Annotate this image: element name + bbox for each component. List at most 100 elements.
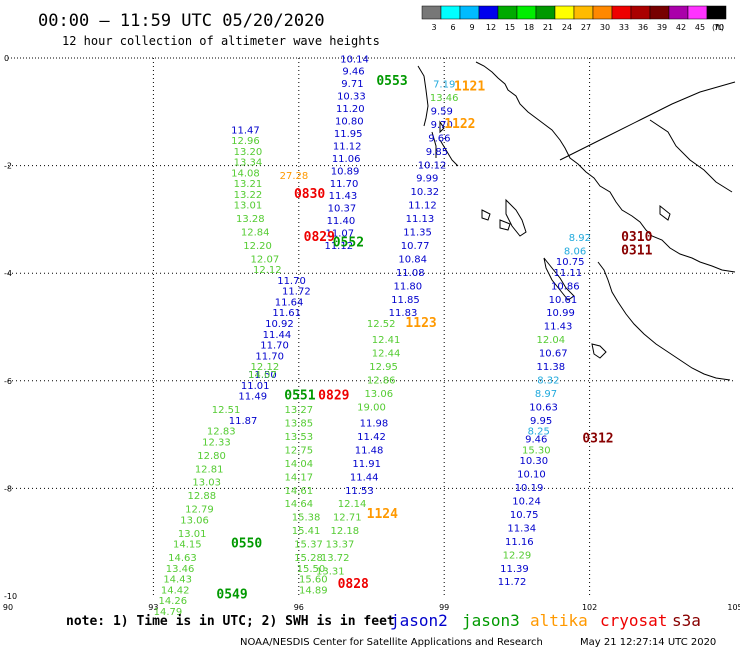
legend-altika: altika: [530, 611, 588, 630]
wave-height-value: 12.96: [231, 136, 260, 147]
wave-height-value: 8.06: [564, 246, 586, 257]
scale-swatch: [706, 5, 727, 20]
wave-height-value: 11.11: [553, 268, 582, 279]
x-tick-label: 99: [439, 603, 449, 612]
wave-height-value: 11.20: [336, 104, 365, 115]
wave-height-value: 10.80: [335, 117, 364, 128]
wave-height-value: 14.07: [248, 370, 277, 381]
sumatra-coastline: [417, 61, 736, 381]
wave-height-value: 19.00: [357, 402, 386, 413]
pass-label-altika: 1123: [405, 316, 436, 331]
wave-height-value: 12.84: [241, 228, 270, 239]
scale-tick-label: 33: [619, 23, 629, 32]
wave-height-value: 12.18: [331, 526, 360, 537]
y-tick-label: 0: [4, 54, 9, 63]
wave-height-value: 11.85: [391, 295, 420, 306]
scale-tick-label: 3: [431, 23, 436, 32]
pass-label-cryosat: 0828: [338, 577, 369, 592]
pass-label-cryosat: 0830: [294, 187, 325, 202]
wave-height-value: 11.34: [507, 523, 536, 534]
wave-height-value: 11.13: [406, 214, 435, 225]
legend-jason2: jason2: [390, 611, 448, 630]
scale-tick-label: 30: [600, 23, 610, 32]
wave-height-value: 15.38: [292, 513, 321, 524]
wave-height-value: 11.98: [360, 419, 389, 430]
scale-swatch: [649, 5, 670, 20]
wave-height-value: 12.44: [372, 349, 401, 360]
wave-height-value: 13.31: [316, 566, 345, 577]
map-grid: 90 93 96 99 102 105 0 -2 -4 -6 -8 -10: [3, 54, 740, 612]
wave-height-value: 12.79: [185, 505, 214, 516]
y-tick-label: -6: [4, 377, 12, 386]
wave-height-value: 11.44: [263, 330, 292, 341]
wave-height-value: 9.46: [342, 67, 364, 78]
wave-height-value: 12.71: [333, 513, 362, 524]
wave-height-value: 9.66: [428, 133, 450, 144]
wave-height-value: 13.21: [234, 179, 263, 190]
wave-height-value: 13.72: [321, 553, 350, 564]
wave-height-value: 15.37: [294, 540, 323, 551]
wave-height-value: 13.28: [236, 214, 265, 225]
wave-height-value: 12.51: [212, 405, 241, 416]
wave-height-value: 11.47: [231, 125, 260, 136]
wave-height-value: 14.08: [231, 168, 260, 179]
wave-height-value: 10.99: [546, 308, 575, 319]
wave-height-values: 10.149.469.7110.3311.2010.8011.9511.1211…: [154, 54, 591, 618]
wave-height-value: 10.24: [512, 497, 541, 508]
wave-height-value: 11.72: [498, 577, 527, 588]
y-tick-label: -4: [4, 269, 12, 278]
wave-height-value: 9.70: [431, 120, 453, 131]
wave-height-value: 14.15: [173, 540, 202, 551]
wave-height-value: 10.61: [549, 295, 578, 306]
wave-height-color-scale: 3 6 9 12 15 18 21 24 27 30 33 36 39 42 45 70: [421, 5, 727, 32]
pass-label-s3a: 0311: [621, 243, 652, 258]
y-tick-label: -2: [4, 162, 12, 171]
wave-height-value: 13.20: [234, 147, 263, 158]
wave-height-value: 12.04: [537, 335, 566, 346]
wave-height-value: 12.81: [195, 464, 224, 475]
wave-height-value: 11.01: [241, 381, 270, 392]
wave-height-value: 12.12: [251, 362, 280, 373]
scale-tick-label: 21: [543, 23, 553, 32]
wave-height-value: 11.16: [505, 537, 534, 548]
wave-height-value: 13.01: [178, 529, 207, 540]
wave-height-value: 11.91: [352, 459, 381, 470]
scale-tick-label: 18: [524, 23, 534, 32]
wave-height-value: 10.32: [410, 187, 439, 198]
wave-height-value: 11.35: [403, 228, 432, 239]
wave-height-value: 11.70: [330, 179, 359, 190]
wave-height-value: 12.88: [188, 491, 217, 502]
wave-height-value: 12.29: [503, 550, 532, 561]
scale-swatch: [459, 5, 480, 20]
wave-height-value: 13.37: [326, 540, 355, 551]
x-tick-label: 90: [3, 603, 13, 612]
x-tick-label: 93: [148, 603, 158, 612]
wave-height-value: 14.26: [158, 596, 187, 607]
wave-height-value: 10.33: [337, 92, 366, 103]
wave-height-value: 11.06: [332, 154, 361, 165]
wave-height-value: 15.60: [299, 575, 328, 586]
wave-height-value: 8.25: [528, 427, 550, 438]
wave-height-value: 12.95: [369, 362, 398, 373]
wave-height-value: 11.43: [544, 322, 573, 333]
satellite-legend: jason2 jason3 altika cryosat s3a: [390, 611, 701, 630]
wave-height-value: 11.49: [238, 392, 267, 403]
wave-height-value: 11.70: [255, 351, 284, 362]
wave-height-value: 10.92: [265, 319, 294, 330]
wave-height-value: 13.06: [180, 515, 209, 526]
pass-label-s3a: 0312: [582, 432, 613, 447]
wave-height-value: 9.85: [426, 147, 448, 158]
legend-jason3: jason3: [462, 611, 520, 630]
wave-height-value: 15.30: [522, 445, 551, 456]
wave-height-value: 8.32: [537, 375, 559, 386]
wave-height-value: 11.80: [394, 281, 423, 292]
scale-swatch: [535, 5, 556, 20]
wave-height-value: 13.22: [234, 190, 263, 201]
scale-swatch: [573, 5, 594, 20]
wave-height-value: 13.46: [430, 93, 459, 104]
wave-height-value: 9.71: [341, 79, 363, 90]
wave-height-value: 11.44: [350, 472, 379, 483]
scale-tick-label: 39: [657, 23, 667, 32]
